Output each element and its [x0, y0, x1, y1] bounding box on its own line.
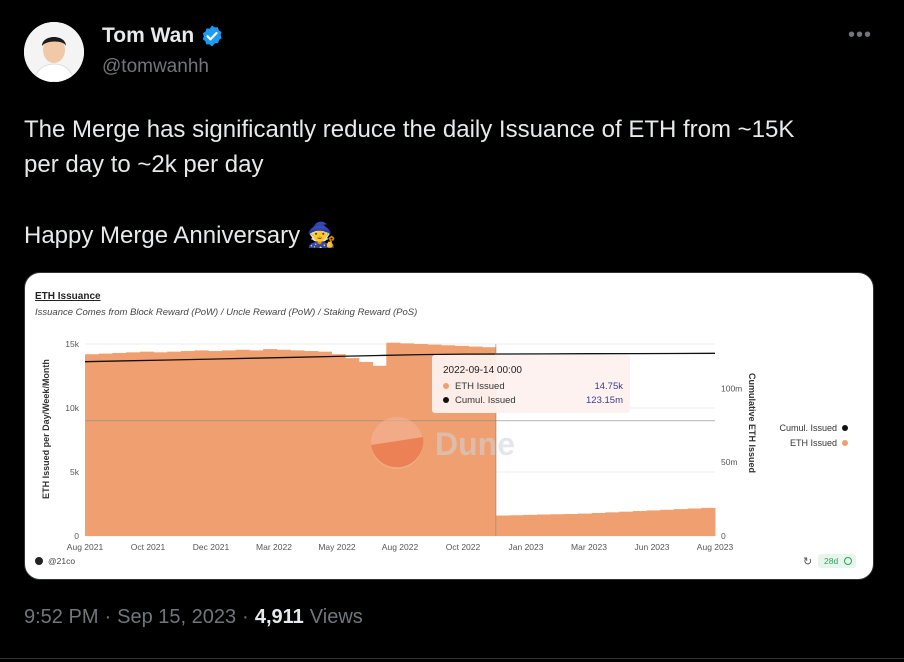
y2-axis-label: Cumulative ETH Issued — [747, 373, 757, 473]
tweet-line-1: The Merge has significantly reduce the d… — [24, 116, 795, 143]
issuance-bar — [495, 515, 510, 536]
issuance-bar — [139, 351, 154, 536]
issuance-bar — [660, 509, 675, 536]
issuance-bar — [619, 511, 634, 536]
issuance-bar — [646, 510, 661, 536]
chart-card[interactable]: ETH Issuance Issuance Comes from Block R… — [24, 272, 874, 580]
footer-user[interactable]: @21co — [48, 556, 75, 566]
author-avatar[interactable] — [24, 22, 84, 82]
issuance-bar — [85, 354, 100, 536]
issuance-bar — [167, 351, 182, 536]
x-tick-label: Oct 2021 — [131, 542, 166, 552]
tooltip-label-cumul: Cumul. Issued — [455, 395, 516, 406]
21co-logo-icon — [35, 557, 43, 565]
tooltip-dot-cumul — [443, 397, 449, 403]
issuance-bar — [605, 512, 620, 536]
y-tick-label: 10k — [65, 403, 79, 413]
tweet-line-3: Happy Merge Anniversary 🧙 — [24, 222, 337, 249]
refresh-icon[interactable]: ↻ — [803, 556, 812, 568]
y-tick-label: 5k — [70, 467, 80, 477]
issuance-bar — [701, 507, 716, 536]
more-horizontal-icon[interactable]: ••• — [847, 24, 872, 46]
issuance-bar — [180, 351, 195, 536]
tooltip-dot-eth — [443, 383, 449, 389]
issuance-bar — [536, 514, 552, 536]
eth-issuance-chart: ETH Issuance Issuance Comes from Block R… — [35, 291, 856, 568]
chart-title: ETH Issuance — [35, 291, 101, 302]
chart-tooltip: 2022-09-14 00:00 ETH Issued 14.75k Cumul… — [432, 355, 630, 413]
issuance-bar — [564, 513, 579, 536]
issuance-bar — [221, 350, 237, 536]
issuance-bar — [509, 515, 524, 536]
verified-badge-icon — [202, 25, 222, 47]
x-tick-label: Dec 2021 — [193, 542, 230, 552]
issuance-bar — [276, 349, 291, 536]
y2-tick-label: 0 — [721, 531, 726, 541]
issuance-bar — [153, 352, 168, 536]
author-handle[interactable]: @tomwanhh — [102, 56, 209, 77]
x-tick-label: Aug 2021 — [67, 542, 104, 552]
x-tick-label: Mar 2022 — [256, 542, 292, 552]
issuance-bar — [194, 350, 209, 536]
issuance-bar — [249, 350, 264, 536]
issuance-bar — [235, 349, 250, 536]
y-tick-label: 15k — [65, 339, 79, 349]
tweet-meta: 9:52 PM · Sep 15, 2023 · 4,911 Views — [24, 606, 363, 629]
issuance-bar — [591, 512, 606, 536]
y-tick-label: 0 — [74, 531, 79, 541]
x-tick-label: Mar 2023 — [571, 542, 607, 552]
y2-tick-label: 50m — [721, 457, 738, 467]
tooltip-value-cumul: 123.15m — [586, 395, 623, 406]
issuance-bar — [632, 511, 647, 536]
dune-watermark: Dune — [371, 417, 515, 469]
meta-separator: · — [104, 606, 112, 628]
issuance-bar — [331, 354, 346, 536]
issuance-bar — [578, 513, 593, 536]
issuance-bar — [317, 351, 332, 536]
legend-dot-eth — [842, 440, 848, 446]
x-tick-label: Aug 2023 — [697, 542, 734, 552]
tooltip-label-eth: ETH Issued — [455, 381, 505, 392]
x-tick-label: Aug 2022 — [382, 542, 419, 552]
y-axis-label: ETH Issued per Day/Week/Month — [41, 359, 51, 499]
issuance-bar — [673, 509, 689, 536]
legend-label-eth[interactable]: ETH Issued — [790, 438, 837, 448]
x-tick-label: Jan 2023 — [509, 542, 544, 552]
freshness-badge-text: 28d — [824, 556, 838, 566]
issuance-bar — [126, 352, 141, 536]
legend-dot-cumul — [842, 425, 848, 431]
x-tick-label: Jun 2023 — [635, 542, 670, 552]
tweet-text: The Merge has significantly reduce the d… — [24, 112, 874, 253]
views-label: Views — [309, 606, 363, 628]
divider — [0, 658, 904, 659]
issuance-bar — [358, 361, 374, 536]
issuance-bar — [208, 351, 223, 536]
issuance-bar — [98, 353, 113, 536]
watermark-text: Dune — [435, 426, 515, 462]
legend-label-cumul[interactable]: Cumul. Issued — [779, 423, 837, 433]
issuance-bar — [112, 352, 127, 536]
tooltip-value-eth: 14.75k — [594, 381, 623, 392]
issuance-bar — [523, 514, 538, 536]
tweet-line-2: per day to ~2k per day — [24, 151, 264, 178]
views-count: 4,911 — [254, 606, 304, 628]
meta-separator: · — [242, 606, 249, 628]
issuance-bar — [290, 350, 305, 536]
issuance-bar — [263, 349, 278, 536]
cumulative-line — [84, 352, 716, 363]
x-tick-label: May 2022 — [318, 542, 356, 552]
issuance-bar — [304, 351, 319, 536]
author-name[interactable]: Tom Wan — [102, 24, 195, 47]
issuance-bar — [550, 514, 565, 536]
tweet-time[interactable]: 9:52 PM — [24, 606, 99, 628]
tooltip-date: 2022-09-14 00:00 — [443, 365, 522, 376]
x-tick-label: Oct 2022 — [446, 542, 481, 552]
tweet-date[interactable]: Sep 15, 2023 — [117, 606, 237, 628]
issuance-bar — [687, 508, 702, 536]
check-circle-icon — [844, 557, 852, 565]
y2-tick-label: 100m — [721, 383, 742, 393]
chart-legend: Cumul. Issued ETH Issued — [779, 423, 848, 448]
chart-subtitle: Issuance Comes from Block Reward (PoW) /… — [35, 307, 417, 318]
issuance-bar — [345, 358, 360, 536]
